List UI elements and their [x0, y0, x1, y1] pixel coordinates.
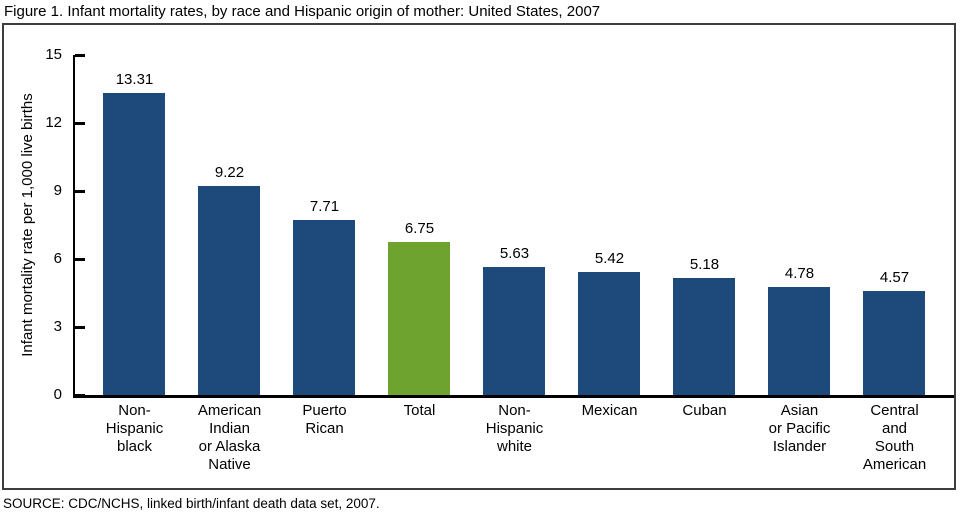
bar-highlight [388, 242, 450, 395]
x-axis-line [73, 395, 954, 398]
bar-value-label: 4.57 [879, 269, 910, 286]
bar-slot: 13.31 [87, 55, 182, 395]
bar-slot: 7.71 [277, 55, 372, 395]
y-tick-mark [75, 122, 85, 125]
x-axis-category-label: Non- Hispanic white [485, 402, 544, 455]
bar [863, 291, 925, 395]
x-axis-category-label: American Indian or Alaska Native [197, 402, 262, 473]
y-tick-label: 0 [53, 386, 62, 403]
figure-title: Figure 1. Infant mortality rates, by rac… [4, 3, 601, 20]
y-tick-label: 12 [45, 114, 62, 131]
bar-slot: 6.75 [372, 55, 467, 395]
y-tick-mark [75, 190, 85, 193]
bar [673, 278, 735, 395]
y-tick-mark [75, 326, 85, 329]
x-axis-category-label: Mexican [581, 402, 638, 419]
bar-slot: 5.42 [562, 55, 657, 395]
x-axis-category-label: Non- Hispanic black [105, 402, 164, 455]
y-tick-mark [75, 54, 85, 57]
bar-value-label: 6.75 [404, 220, 435, 237]
x-axis-category-label: Cuban [682, 402, 727, 419]
bar [293, 220, 355, 395]
bar-value-label: 9.22 [214, 164, 245, 181]
bars-container: 13.31 9.22 7.71 6.75 5.63 5.42 5.18 4.78 4.57 [87, 55, 942, 395]
y-tick-label: 6 [53, 250, 62, 267]
y-tick-label: 3 [53, 318, 62, 335]
bar [768, 287, 830, 395]
chart-frame: Infant mortality rate per 1,000 live bir… [2, 23, 956, 490]
x-axis-category-label: Puerto Rican [302, 402, 347, 437]
y-tick-label: 15 [45, 46, 62, 63]
bar-value-label: 7.71 [309, 198, 340, 215]
y-tick-label: 9 [53, 182, 62, 199]
bar-slot: 5.63 [467, 55, 562, 395]
y-axis-line [73, 55, 75, 398]
x-axis-category-label: Total [403, 402, 436, 419]
bar-slot: 9.22 [182, 55, 277, 395]
x-axis-category-label: Asian or Pacific Islander [768, 402, 831, 455]
bar [198, 186, 260, 395]
x-axis-category-label: Central and South American [862, 402, 927, 473]
bar-value-label: 5.63 [499, 245, 530, 262]
source-note: SOURCE: CDC/NCHS, linked birth/infant de… [3, 496, 380, 511]
bar-value-label: 13.31 [115, 71, 154, 88]
bar-value-label: 5.42 [594, 250, 625, 267]
y-tick-mark [75, 258, 85, 261]
y-axis-title: Infant mortality rate per 1,000 live bir… [19, 93, 36, 357]
bar [483, 267, 545, 395]
bar-slot: 4.78 [752, 55, 847, 395]
bar-value-label: 5.18 [689, 256, 720, 273]
bar [103, 93, 165, 395]
bar [578, 272, 640, 395]
bar-value-label: 4.78 [784, 265, 815, 282]
bar-slot: 5.18 [657, 55, 752, 395]
bar-slot: 4.57 [847, 55, 942, 395]
